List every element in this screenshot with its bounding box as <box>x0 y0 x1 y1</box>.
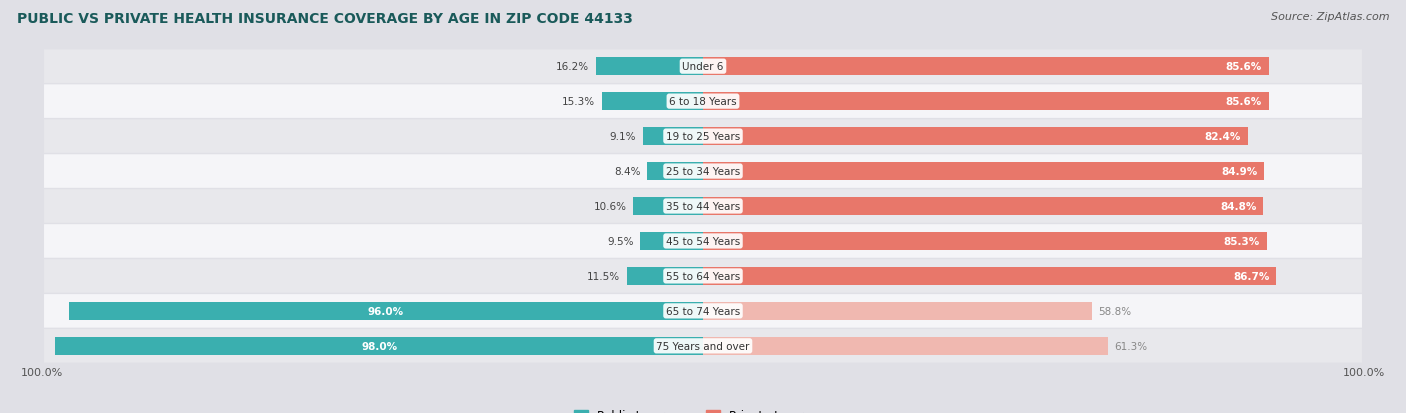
Bar <box>703 232 1267 250</box>
FancyBboxPatch shape <box>44 120 1362 154</box>
Text: PUBLIC VS PRIVATE HEALTH INSURANCE COVERAGE BY AGE IN ZIP CODE 44133: PUBLIC VS PRIVATE HEALTH INSURANCE COVER… <box>17 12 633 26</box>
Bar <box>69 302 703 320</box>
Text: 10.6%: 10.6% <box>593 202 626 211</box>
Bar <box>703 337 1108 355</box>
Text: 25 to 34 Years: 25 to 34 Years <box>666 166 740 177</box>
Bar <box>633 197 703 216</box>
Text: Source: ZipAtlas.com: Source: ZipAtlas.com <box>1271 12 1389 22</box>
Legend: Public Insurance, Private Insurance: Public Insurance, Private Insurance <box>569 404 837 413</box>
Bar <box>627 267 703 285</box>
Bar <box>703 197 1264 216</box>
Text: 35 to 44 Years: 35 to 44 Years <box>666 202 740 211</box>
Text: 86.7%: 86.7% <box>1233 271 1270 281</box>
Bar <box>703 58 1268 76</box>
Text: 65 to 74 Years: 65 to 74 Years <box>666 306 740 316</box>
Text: 45 to 54 Years: 45 to 54 Years <box>666 236 740 247</box>
FancyBboxPatch shape <box>44 294 1362 328</box>
Bar <box>703 163 1264 181</box>
Text: 58.8%: 58.8% <box>1098 306 1132 316</box>
Text: Under 6: Under 6 <box>682 62 724 72</box>
Text: 15.3%: 15.3% <box>562 97 595 107</box>
Text: 85.3%: 85.3% <box>1223 236 1260 247</box>
Text: 9.1%: 9.1% <box>610 132 637 142</box>
FancyBboxPatch shape <box>44 50 1362 84</box>
Text: 8.4%: 8.4% <box>614 166 641 177</box>
Text: 84.9%: 84.9% <box>1222 166 1257 177</box>
Text: 75 Years and over: 75 Years and over <box>657 341 749 351</box>
Bar <box>703 93 1268 111</box>
FancyBboxPatch shape <box>44 155 1362 188</box>
Bar <box>648 163 703 181</box>
Text: 9.5%: 9.5% <box>607 236 634 247</box>
Text: 84.8%: 84.8% <box>1220 202 1257 211</box>
FancyBboxPatch shape <box>44 190 1362 223</box>
Bar <box>596 58 703 76</box>
Text: 55 to 64 Years: 55 to 64 Years <box>666 271 740 281</box>
Text: 96.0%: 96.0% <box>368 306 404 316</box>
Text: 19 to 25 Years: 19 to 25 Years <box>666 132 740 142</box>
Bar <box>55 337 703 355</box>
Bar <box>703 267 1275 285</box>
Bar <box>643 128 703 146</box>
Text: 85.6%: 85.6% <box>1226 62 1263 72</box>
Text: 61.3%: 61.3% <box>1115 341 1147 351</box>
FancyBboxPatch shape <box>44 225 1362 258</box>
FancyBboxPatch shape <box>44 85 1362 119</box>
Text: 82.4%: 82.4% <box>1205 132 1241 142</box>
Bar <box>602 93 703 111</box>
FancyBboxPatch shape <box>44 259 1362 293</box>
Bar <box>703 302 1091 320</box>
Text: 98.0%: 98.0% <box>361 341 398 351</box>
Text: 6 to 18 Years: 6 to 18 Years <box>669 97 737 107</box>
Text: 85.6%: 85.6% <box>1226 97 1263 107</box>
Bar <box>703 128 1247 146</box>
FancyBboxPatch shape <box>44 329 1362 363</box>
Text: 11.5%: 11.5% <box>588 271 620 281</box>
Text: 16.2%: 16.2% <box>557 62 589 72</box>
Bar <box>640 232 703 250</box>
